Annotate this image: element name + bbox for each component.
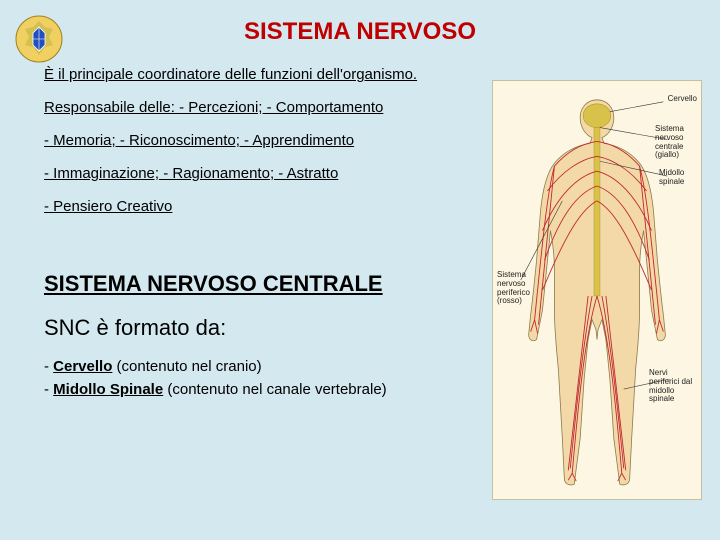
page-title: SISTEMA NERVOSO [0, 18, 720, 46]
b1c: (contenuto nel cranio) [112, 358, 261, 375]
label-snp: Sistema nervoso periferico (rosso) [497, 271, 541, 306]
line-3: - Pensiero Creativo [44, 190, 474, 223]
b2a: - [44, 381, 53, 398]
section-title: SISTEMA NERVOSO CENTRALE [44, 271, 474, 297]
nervous-system-figure: Cervello Sistema nervoso centrale (giall… [492, 80, 702, 500]
b1a: - [44, 358, 53, 375]
b2b: Midollo Spinale [53, 381, 163, 398]
bullets-block: - Cervello (contenuto nel cranio) - Mido… [44, 355, 474, 402]
line-0: Responsabile delle: - Percezioni; - Comp… [44, 91, 474, 124]
content-block: È il principale coordinatore delle funzi… [44, 58, 474, 402]
label-snc: Sistema nervoso centrale (giallo) [655, 125, 697, 160]
label-cervello: Cervello [668, 95, 697, 104]
intro-line: È il principale coordinatore delle funzi… [44, 58, 474, 91]
label-midollo: Midollo spinale [659, 169, 697, 187]
label-nervi: Nervi periferici dal midollo spinale [649, 369, 697, 404]
b2c: (contenuto nel canale vertebrale) [163, 381, 386, 398]
line-2: - Immaginazione; - Ragionamento; - Astra… [44, 157, 474, 190]
b1b: Cervello [53, 358, 112, 375]
subhead: SNC è formato da: [44, 315, 474, 341]
line-1: - Memoria; - Riconoscimento; - Apprendim… [44, 124, 474, 157]
